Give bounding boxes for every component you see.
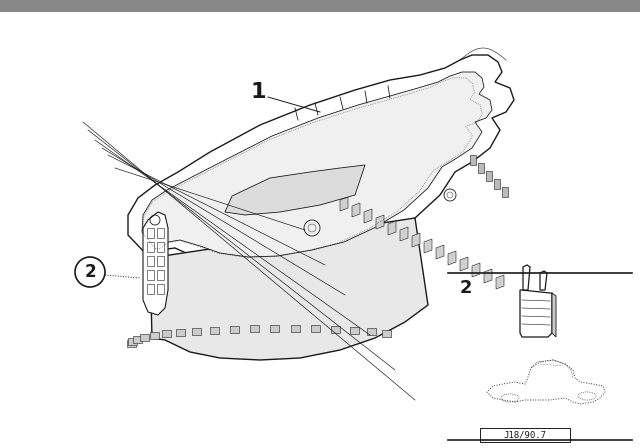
- Bar: [193, 327, 202, 335]
- Bar: [157, 270, 164, 280]
- Bar: [270, 325, 279, 332]
- Bar: [250, 325, 259, 332]
- Polygon shape: [142, 72, 492, 257]
- Polygon shape: [364, 209, 372, 223]
- Polygon shape: [540, 271, 547, 290]
- Bar: [480, 428, 570, 442]
- Bar: [162, 330, 171, 337]
- Polygon shape: [472, 263, 480, 277]
- Bar: [147, 256, 154, 266]
- Bar: [129, 338, 138, 345]
- Polygon shape: [552, 293, 556, 337]
- Bar: [230, 326, 239, 333]
- Polygon shape: [412, 233, 420, 247]
- Polygon shape: [128, 55, 514, 270]
- Bar: [147, 284, 154, 294]
- Polygon shape: [388, 221, 396, 235]
- Bar: [494, 179, 500, 189]
- Bar: [176, 329, 185, 336]
- Polygon shape: [352, 203, 360, 217]
- Bar: [140, 334, 149, 341]
- Bar: [291, 325, 300, 332]
- Text: 2: 2: [460, 279, 472, 297]
- Polygon shape: [460, 257, 468, 271]
- Bar: [157, 256, 164, 266]
- Bar: [127, 340, 136, 347]
- Bar: [0, 0, 640, 12]
- Polygon shape: [225, 165, 365, 215]
- Text: 2: 2: [84, 263, 96, 281]
- Polygon shape: [150, 218, 428, 360]
- Bar: [147, 270, 154, 280]
- Bar: [147, 242, 154, 252]
- Bar: [147, 228, 154, 238]
- Text: 1: 1: [250, 82, 266, 102]
- Bar: [312, 325, 321, 332]
- Polygon shape: [143, 212, 168, 315]
- Polygon shape: [436, 245, 444, 259]
- Bar: [367, 328, 376, 335]
- Bar: [157, 228, 164, 238]
- Bar: [331, 326, 340, 333]
- Polygon shape: [448, 251, 456, 265]
- Polygon shape: [523, 265, 530, 290]
- Text: J18/90.7: J18/90.7: [504, 431, 547, 439]
- Bar: [157, 284, 164, 294]
- Bar: [502, 187, 508, 197]
- Bar: [157, 242, 164, 252]
- Polygon shape: [496, 275, 504, 289]
- Bar: [470, 155, 476, 165]
- Bar: [211, 327, 220, 333]
- Bar: [349, 327, 359, 334]
- Polygon shape: [424, 239, 432, 253]
- Bar: [486, 171, 492, 181]
- Polygon shape: [376, 215, 384, 229]
- Polygon shape: [484, 269, 492, 283]
- Bar: [382, 330, 391, 336]
- Polygon shape: [400, 227, 408, 241]
- Polygon shape: [340, 197, 348, 211]
- Polygon shape: [520, 290, 552, 337]
- Bar: [132, 336, 141, 343]
- Bar: [478, 163, 484, 173]
- Bar: [150, 332, 159, 339]
